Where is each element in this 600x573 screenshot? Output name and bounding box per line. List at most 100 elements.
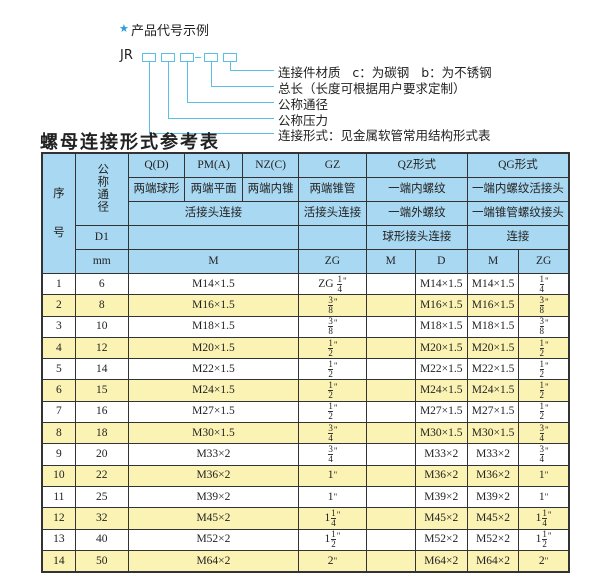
table-row: 11 25 M39×2 1" M39×2 M39×2 1" (41, 485, 570, 509)
cell-no: 12 (41, 507, 76, 530)
whole: 1 (538, 469, 545, 482)
cell-zg: 3 8 " (298, 294, 367, 317)
annotation-pressure: 公称压力 (278, 113, 329, 128)
whole: 1 (324, 533, 331, 546)
cell-qz-d: M27×1.5 (414, 400, 468, 424)
cell-qg-m: M20×1.5 (466, 336, 520, 360)
table-row: 2 8 M16×1.5 3 8 " M16×1.5 M16×1.5 3 8 " (41, 294, 570, 317)
cell-qg-m: M16×1.5 (466, 294, 520, 317)
header-cell: 一端内螺纹活接头 (466, 177, 570, 202)
whole: 1 (327, 469, 334, 482)
cell-qz-d: M64×2 (414, 549, 468, 573)
cell-qz-d: M39×2 (414, 485, 468, 509)
header-cell: Q(D) (127, 152, 186, 178)
cell-qz-d: M52×2 (414, 528, 468, 551)
cell-d1: 12 (74, 336, 129, 360)
whole: 1 (324, 512, 331, 525)
header-cell: QG形式 (466, 152, 570, 178)
cell-qg-zg: 1 2 " (518, 336, 570, 360)
header-cell: 两端球形 (127, 177, 186, 202)
cell-zg: 1 1 4 " (298, 507, 367, 530)
header-cell (127, 225, 300, 250)
whole: 2 (327, 554, 334, 567)
cell-qg-m: M33×2 (466, 443, 520, 466)
header-cell: D (414, 249, 468, 274)
cell-qz-m (365, 422, 416, 445)
table-row: 13 40 M52×2 1 1 2 " M52×2 M52×2 1 1 2 " (41, 528, 570, 551)
cell-qz-d: M22×1.5 (414, 358, 468, 381)
header-cell: 球形接头连接 (365, 225, 468, 250)
whole: 1 (535, 512, 542, 525)
cell-qz-d: M20×1.5 (414, 336, 468, 360)
header-cell: 两端锥管 (298, 177, 367, 202)
cell-no: 1 (41, 272, 76, 296)
annotation-connection: 连接形式：见金属软管常用结构形式表 (278, 128, 491, 143)
table-row: 3 10 M18×1.5 3 8 " M18×1.5 M18×1.5 3 8 " (41, 315, 570, 338)
header-cell: 一端锥管螺纹接头 (466, 201, 570, 226)
cell-m: M14×1.5 (127, 272, 300, 296)
cell-d1: 50 (74, 549, 129, 573)
cell-d1: 18 (74, 422, 129, 445)
table-row: 7 16 M27×1.5 1 2 " M27×1.5 M27×1.5 1 2 " (41, 400, 570, 424)
cell-qz-d: M45×2 (414, 507, 468, 530)
cell-zg: 1 2 " (298, 358, 367, 381)
cell-no: 5 (41, 358, 76, 381)
code-prefix: JR (120, 48, 133, 63)
cell-zg: 1 2 " (298, 379, 367, 402)
cell-d1: 22 (74, 464, 129, 487)
cell-qg-m: M64×2 (466, 549, 520, 573)
table-row: 10 22 M36×2 1" M36×2 M36×2 1" (41, 464, 570, 487)
cell-m: M27×1.5 (127, 400, 300, 424)
cell-qg-zg: 1 2 " (518, 400, 570, 424)
cell-qz-m (365, 549, 416, 573)
table-row: 14 50 M64×2 2" M64×2 M64×2 2" (41, 549, 570, 573)
cell-d1: 25 (74, 485, 129, 509)
header-cell: 两端内锥 (242, 177, 300, 202)
cell-qz-d: M18×1.5 (414, 315, 468, 338)
cell-zg: 1 1 2 " (298, 528, 367, 551)
cell-qz-m (365, 443, 416, 466)
cell-qz-m (365, 272, 416, 296)
cell-no: 7 (41, 400, 76, 424)
cell-qz-m (365, 400, 416, 424)
header-cell (298, 225, 367, 250)
code-box (223, 53, 237, 62)
cell-qz-m (365, 315, 416, 338)
cell-qg-zg: 1" (518, 464, 570, 487)
whole: 1 (327, 490, 334, 503)
cell-qz-m (365, 528, 416, 551)
cell-qg-zg: 1 1 4 " (518, 507, 570, 530)
cell-qz-d: M36×2 (414, 464, 468, 487)
cell-m: M24×1.5 (127, 379, 300, 402)
cell-zg: 1 2 " (298, 400, 367, 424)
cell-m: M64×2 (127, 549, 300, 573)
table-row: 8 18 M30×1.5 3 4 " M30×1.5 M30×1.5 3 4 " (41, 422, 570, 445)
cell-zg: 3 8 " (298, 315, 367, 338)
header-cell: 连接 (466, 225, 570, 250)
annotation-length: 总长（长度可根据用户要求定制） (278, 81, 466, 96)
code-box (180, 53, 194, 62)
cell-m: M18×1.5 (127, 315, 300, 338)
cell-qg-zg: 1 1 2 " (518, 528, 570, 551)
cell-qg-m: M39×2 (466, 485, 520, 509)
prefix: ZG (318, 277, 334, 290)
cell-qg-m: M22×1.5 (466, 358, 520, 381)
cell-qg-m: M27×1.5 (466, 400, 520, 424)
cell-no: 13 (41, 528, 76, 551)
cell-qg-m: M14×1.5 (466, 272, 520, 296)
cell-no: 2 (41, 294, 76, 317)
cell-m: M36×2 (127, 464, 300, 487)
cell-qg-zg: 1 4 " (518, 272, 570, 296)
